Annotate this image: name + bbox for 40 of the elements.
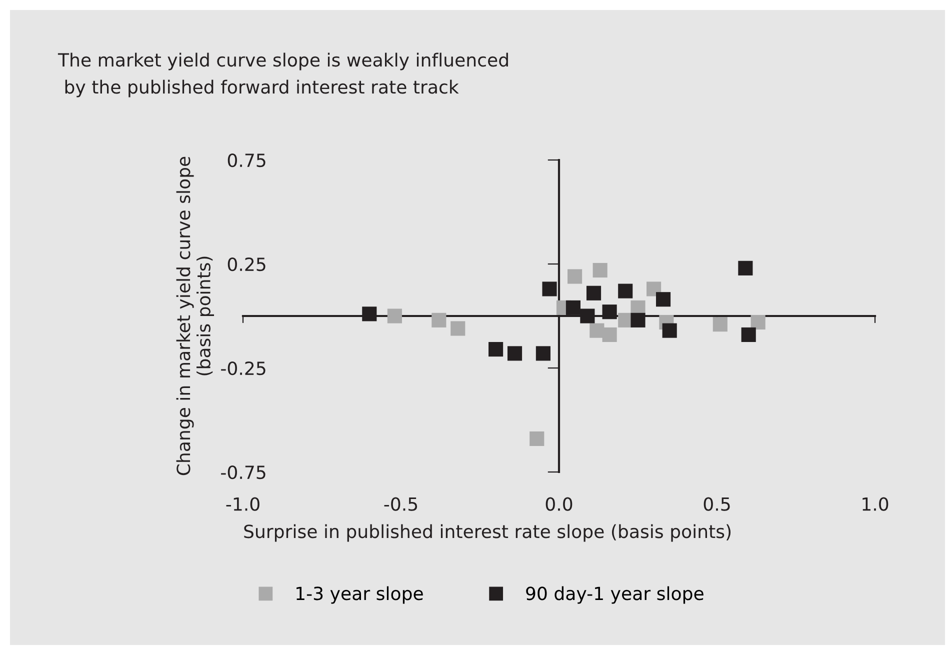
legend-label: 90 day-1 year slope: [526, 586, 704, 604]
point: [536, 346, 550, 361]
point: [618, 284, 633, 298]
point: [712, 317, 728, 332]
point: [630, 312, 646, 328]
x-tick-label: -0.5: [384, 497, 418, 511]
point: [602, 327, 617, 342]
x-tick-label: 0.0: [546, 497, 572, 511]
y-tick-label: 0.25: [228, 257, 266, 272]
y-tick-label: -0.75: [221, 465, 266, 480]
point: [542, 282, 557, 296]
y-tick-label: 0.75: [228, 153, 266, 168]
point: [646, 282, 662, 296]
legend-label: 1-3 year slope: [296, 586, 423, 604]
x-tick-label: 0.5: [704, 497, 730, 511]
y-tick-label: -0.25: [221, 361, 266, 376]
point: [530, 431, 544, 446]
point: [566, 300, 581, 315]
point: [387, 308, 402, 324]
chart-title: The market yield curve slope is weakly influenced by the published forward interest rate track: [58, 52, 508, 98]
point: [738, 260, 753, 276]
point: [450, 321, 466, 336]
point: [568, 269, 582, 284]
point: [592, 262, 608, 278]
point: [432, 312, 446, 328]
x-tick-label: 1.0: [862, 497, 888, 511]
x-tick-label: -1.0: [226, 497, 260, 511]
point: [590, 323, 604, 338]
point: [586, 286, 602, 300]
y-axis-title: Change in market yield curve slope (basis points): [176, 156, 214, 476]
point: [662, 323, 677, 338]
point: [488, 342, 504, 357]
x-axis-title: Surprise in published interest rate slope (basis points): [244, 524, 731, 542]
point: [580, 308, 595, 324]
point: [750, 314, 766, 330]
point: [507, 346, 522, 361]
point: [656, 292, 671, 307]
point: [741, 327, 756, 342]
point: [362, 306, 377, 322]
point: [602, 304, 617, 320]
